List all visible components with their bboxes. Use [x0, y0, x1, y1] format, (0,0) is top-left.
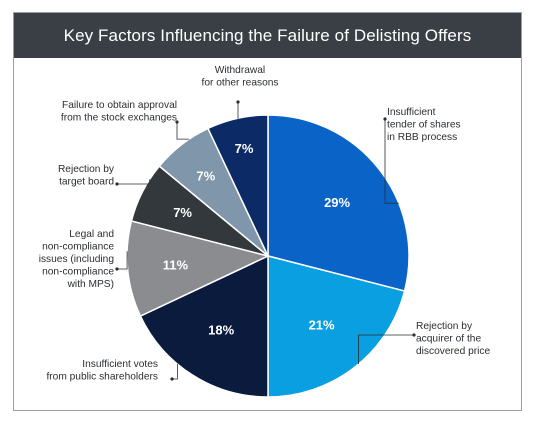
title-bar: Key Factors Influencing the Failure of D…	[14, 13, 521, 58]
slice-category-label: Rejection by acquirer of the discovered pr…	[416, 321, 491, 357]
slice-category-label: Insufficient votes from public shareholde…	[46, 359, 158, 383]
pie-slice-value-label: 7%	[235, 141, 254, 156]
pie-slice-value-label: 21%	[309, 318, 335, 333]
slice-category-label: Withdrawal for other reasons	[201, 65, 278, 89]
pie-slice-value-label: 18%	[208, 322, 234, 337]
slice-category-label: Failure to obtain approval from the stock…	[61, 100, 177, 124]
pie-slice-value-label: 11%	[163, 257, 189, 272]
callout-line	[172, 364, 178, 380]
callout-line	[117, 179, 151, 185]
pie-slice-value-label: 29%	[324, 195, 350, 210]
pie-slice-1	[267, 114, 410, 292]
slice-category-label: Legal and non-compliance issues (including…	[39, 229, 115, 290]
pie-slice-value-label: 7%	[196, 168, 215, 183]
pie-slice-4	[126, 220, 271, 318]
callout-line	[117, 251, 128, 270]
pie-slice-value-label: 7%	[173, 205, 192, 220]
callout-line	[384, 119, 399, 204]
pie-slice-7	[206, 114, 269, 257]
pie-slice-3	[139, 254, 269, 398]
callout-line	[358, 334, 414, 364]
callout-line	[176, 122, 190, 140]
pie-chart: 29% 21% 18% 11% 7% 7% 7% Insufficient tender of …	[39, 65, 491, 398]
slice-category-label: Insufficient tender of shares in RBB proce…	[387, 107, 461, 143]
chart-card: Key Factors Influencing the Failure of D…	[13, 12, 522, 411]
pie-slice-2	[267, 255, 406, 398]
slice-category-label: Rejection by target board	[58, 164, 115, 188]
chart-title: Key Factors Influencing the Failure of D…	[63, 25, 472, 45]
callout-line	[237, 102, 239, 119]
